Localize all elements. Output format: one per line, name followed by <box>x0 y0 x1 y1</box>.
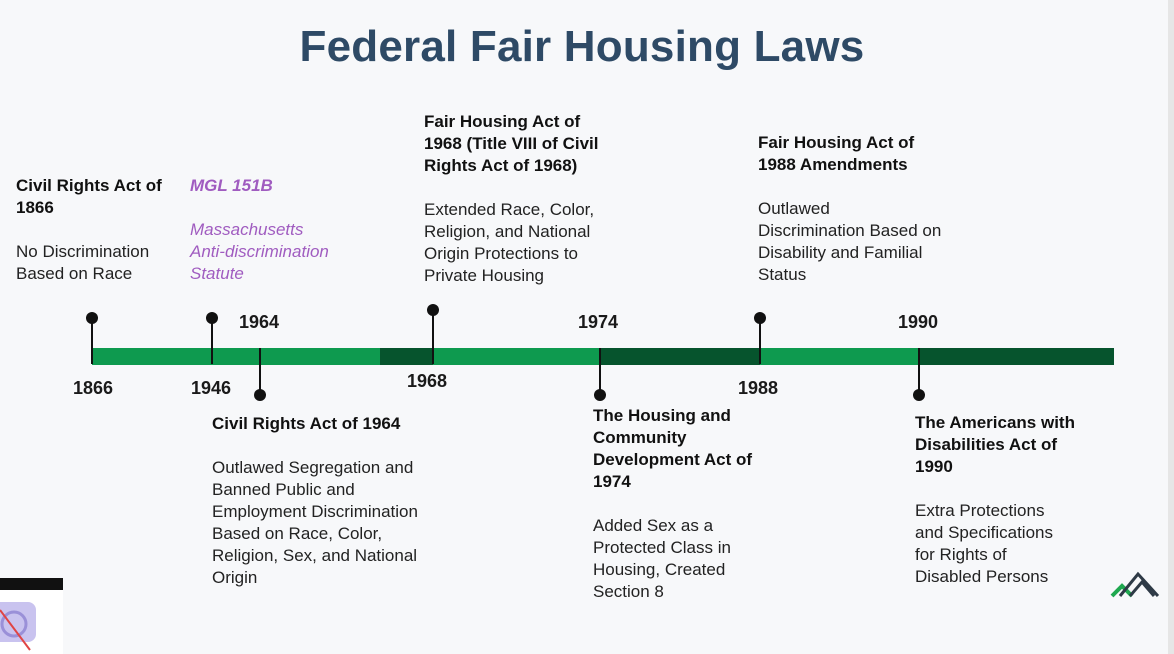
description-line: Statute <box>190 263 360 285</box>
scrollbar[interactable] <box>1168 0 1174 654</box>
event-heading: Fair Housing Act of 1988 Amendments <box>758 132 978 176</box>
description-line: Extra Protections <box>915 500 1105 522</box>
brand-logo-icon <box>1110 570 1162 600</box>
pin-1964 <box>259 348 261 394</box>
year-label-1974: 1974 <box>578 312 618 333</box>
pin-1946-dot <box>206 312 218 324</box>
pin-1968-dot <box>427 304 439 316</box>
event-description: Outlawed Discrimination Based on Disabil… <box>758 198 978 286</box>
description-line: Religion, Sex, and National <box>212 545 452 567</box>
heading-line: Civil Rights Act of <box>16 175 186 197</box>
heading-line: 1974 <box>593 471 793 493</box>
event-heading: Civil Rights Act of 1866 <box>16 175 186 219</box>
pin-1968 <box>432 310 434 364</box>
year-label-1946: 1946 <box>191 378 231 399</box>
heading-line: Disabilities Act of <box>915 434 1105 456</box>
pin-1990 <box>918 348 920 394</box>
heading-line: Development Act of <box>593 449 793 471</box>
pin-1866-dot <box>86 312 98 324</box>
timeline-segment-1968-1974 <box>433 348 600 365</box>
description-line: Origin Protections to <box>424 243 654 265</box>
event-heading: The Americans with Disabilities Act of 1… <box>915 412 1105 478</box>
event-heading: Civil Rights Act of 1964 <box>212 413 452 435</box>
description-line: Based on Race <box>16 263 186 285</box>
event-description: Extended Race, Color, Religion, and Nati… <box>424 199 654 287</box>
timeline-segment-1990-end <box>919 348 1114 365</box>
timeline-segment-1988-1990 <box>760 348 919 365</box>
heading-line: The Housing and <box>593 405 793 427</box>
year-label-1964: 1964 <box>239 312 279 333</box>
heading-line: Community <box>593 427 793 449</box>
description-line: Massachusetts <box>190 219 360 241</box>
timeline-segment-1866-1964 <box>92 348 380 365</box>
description-line: Disability and Familial <box>758 242 978 264</box>
description-line: Religion, and National <box>424 221 654 243</box>
pin-1946 <box>211 318 213 364</box>
description-line: for Rights of <box>915 544 1105 566</box>
description-line: Discrimination Based on <box>758 220 978 242</box>
event-americans-with-disabilities-1990: The Americans with Disabilities Act of 1… <box>915 412 1105 588</box>
description-line: and Specifications <box>915 522 1105 544</box>
pin-1990-dot <box>913 389 925 401</box>
heading-line: 1990 <box>915 456 1105 478</box>
timeline-segment-1964-1968 <box>380 348 433 365</box>
description-line: Anti-discrimination <box>190 241 360 263</box>
heading-line: 1988 Amendments <box>758 154 978 176</box>
event-description: Outlawed Segregation and Banned Public a… <box>212 457 452 589</box>
camera-off-icon <box>0 604 36 654</box>
event-description: Massachusetts Anti-discrimination Statut… <box>190 219 360 285</box>
heading-line: Fair Housing Act of <box>424 111 654 133</box>
description-line: No Discrimination <box>16 241 186 263</box>
description-line: Based on Race, Color, <box>212 523 452 545</box>
timeline-segment-1974-1988 <box>600 348 760 365</box>
event-housing-community-development-1974: The Housing and Community Development Ac… <box>593 405 793 603</box>
event-fair-housing-1988: Fair Housing Act of 1988 Amendments Outl… <box>758 132 978 286</box>
year-label-1968: 1968 <box>407 371 447 392</box>
heading-line: Civil Rights Act of 1964 <box>212 413 452 435</box>
event-mgl-151b: MGL 151B Massachusetts Anti-discriminati… <box>190 175 360 285</box>
description-line: Outlawed <box>758 198 978 220</box>
heading-line: Fair Housing Act of <box>758 132 978 154</box>
description-line: Status <box>758 264 978 286</box>
event-description: Extra Protections and Specifications for… <box>915 500 1105 588</box>
event-heading: The Housing and Community Development Ac… <box>593 405 793 493</box>
pin-1988 <box>759 318 761 364</box>
video-thumbnail[interactable] <box>0 578 63 654</box>
event-heading: Fair Housing Act of 1968 (Title VIII of … <box>424 111 654 177</box>
pin-1964-dot <box>254 389 266 401</box>
heading-line: MGL 151B <box>190 175 360 197</box>
pin-1866 <box>91 318 93 364</box>
year-label-1866: 1866 <box>73 378 113 399</box>
description-line: Protected Class in <box>593 537 793 559</box>
event-heading: MGL 151B <box>190 175 360 197</box>
page-title: Federal Fair Housing Laws <box>0 22 1164 72</box>
description-line: Origin <box>212 567 452 589</box>
description-line: Employment Discrimination <box>212 501 452 523</box>
heading-line: The Americans with <box>915 412 1105 434</box>
description-line: Added Sex as a <box>593 515 793 537</box>
description-line: Extended Race, Color, <box>424 199 654 221</box>
event-description: No Discrimination Based on Race <box>16 241 186 285</box>
description-line: Housing, Created <box>593 559 793 581</box>
event-fair-housing-1968: Fair Housing Act of 1968 (Title VIII of … <box>424 111 654 287</box>
description-line: Banned Public and <box>212 479 452 501</box>
description-line: Disabled Persons <box>915 566 1105 588</box>
pin-1974 <box>599 348 601 394</box>
heading-line: 1968 (Title VIII of Civil <box>424 133 654 155</box>
pin-1988-dot <box>754 312 766 324</box>
pin-1974-dot <box>594 389 606 401</box>
description-line: Section 8 <box>593 581 793 603</box>
description-line: Private Housing <box>424 265 654 287</box>
event-civil-rights-1964: Civil Rights Act of 1964 Outlawed Segreg… <box>212 413 452 589</box>
heading-line: 1866 <box>16 197 186 219</box>
description-line: Outlawed Segregation and <box>212 457 452 479</box>
event-description: Added Sex as a Protected Class in Housin… <box>593 515 793 603</box>
heading-line: Rights Act of 1968) <box>424 155 654 177</box>
event-civil-rights-1866: Civil Rights Act of 1866 No Discriminati… <box>16 175 186 285</box>
year-label-1988: 1988 <box>738 378 778 399</box>
year-label-1990: 1990 <box>898 312 938 333</box>
